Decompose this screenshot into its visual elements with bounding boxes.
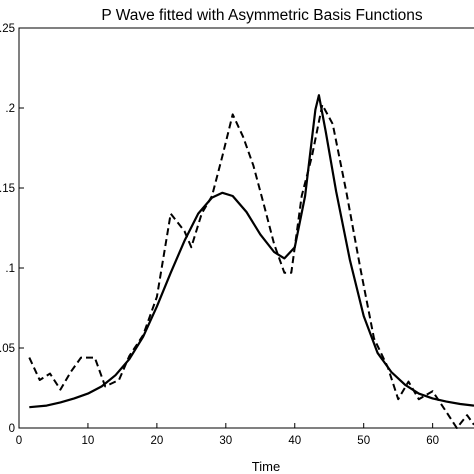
y-tick-label: .15 (0, 183, 15, 195)
x-axis: 0 10 20 30 40 50 60 (16, 423, 439, 447)
y-tick-label: .25 (0, 23, 15, 35)
y-tick-label: .1 (5, 263, 15, 275)
y-axis: 0 .05 .1 .15 .2 .25 (0, 23, 24, 435)
plot-border (18, 27, 474, 429)
plot-frame (18, 27, 474, 429)
x-tick-label: 40 (288, 435, 301, 447)
x-tick-label: 20 (150, 435, 163, 447)
x-tick-label: 50 (357, 435, 370, 447)
x-tick-label: 30 (219, 435, 232, 447)
series-layer (28, 94, 474, 429)
x-tick-label: 10 (82, 435, 95, 447)
x-tick-label: 0 (16, 435, 22, 447)
series-line-solid (29, 94, 474, 409)
series-line-dashed (28, 103, 474, 429)
y-tick-label: .05 (0, 343, 15, 355)
y-tick-label: 0 (9, 423, 15, 435)
x-tick-label: 60 (426, 435, 439, 447)
x-axis-label: Time (252, 459, 280, 474)
y-tick-label: .2 (5, 103, 15, 115)
chart-title: P Wave fitted with Asymmetric Basis Func… (101, 7, 423, 24)
